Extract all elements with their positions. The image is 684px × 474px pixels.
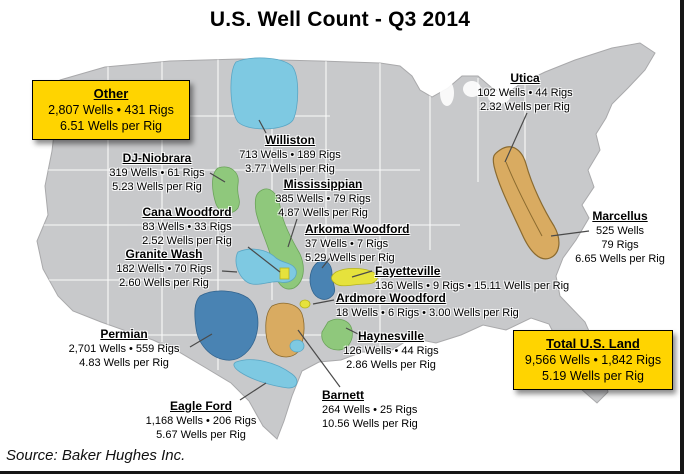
region-stat: 83 Wells • 33 Rigs (142, 221, 232, 233)
region-stat: 5.67 Wells per Rig (156, 429, 246, 441)
region-stat: 5.29 Wells per Rig (305, 252, 395, 264)
region-stat: 2.60 Wells per Rig (119, 277, 209, 289)
callout-line-marcellus (550, 230, 590, 237)
region-name: Utica (510, 71, 540, 85)
region-shape-williston (230, 57, 299, 130)
region-name: Marcellus (592, 209, 648, 223)
region-stat: 4.87 Wells per Rig (278, 207, 368, 219)
callout-line-williston (258, 119, 267, 134)
region-label-haynesville: Haynesville 126 Wells • 44 Rigs 2.86 Wel… (343, 329, 438, 372)
page-title: U.S. Well Count - Q3 2014 (209, 8, 471, 31)
summary-box-line: 2,807 Wells • 431 Rigs (48, 103, 174, 117)
region-shape-permian (194, 290, 259, 361)
region-label-williston: Williston 713 Wells • 189 Rigs 3.77 Well… (239, 133, 340, 176)
callout-line-granite-wash (221, 270, 238, 273)
region-stat: 2.52 Wells per Rig (142, 235, 232, 247)
region-label-utica: Utica 102 Wells • 44 Rigs 2.32 Wells per… (477, 71, 572, 114)
region-stat: 182 Wells • 70 Rigs (116, 263, 212, 275)
region-name: Barnett (322, 388, 365, 402)
region-label-mississippian: Mississippian 385 Wells • 79 Rigs 4.87 W… (275, 177, 370, 220)
region-shape-haynesville (321, 318, 353, 351)
callout-line-ardmore-woodford (312, 299, 335, 305)
region-stat: 37 Wells • 7 Rigs (305, 238, 389, 250)
region-stat: 3.77 Wells per Rig (245, 163, 335, 175)
region-stat: 319 Wells • 61 Rigs (109, 167, 205, 179)
region-label-marcellus: Marcellus 525 Wells 79 Rigs 6.65 Wells p… (575, 209, 665, 266)
summary-box-total-us-land: Total U.S. Land 9,566 Wells • 1,842 Rigs… (513, 330, 673, 390)
region-name: Cana Woodford (142, 205, 232, 219)
region-stat: 264 Wells • 25 Rigs (322, 404, 418, 416)
region-stat: 102 Wells • 44 Rigs (477, 87, 573, 99)
region-stat: 5.23 Wells per Rig (112, 181, 202, 193)
region-label-ardmore-woodford: Ardmore Woodford 18 Wells • 6 Rigs • 3.0… (336, 291, 519, 320)
region-stat: 1,168 Wells • 206 Rigs (145, 415, 257, 427)
region-stat: 10.56 Wells per Rig (322, 418, 418, 430)
callout-line-utica (504, 112, 528, 163)
region-stat: 18 Wells • 6 Rigs • 3.00 Wells per Rig (336, 307, 519, 319)
region-stat: 2.32 Wells per Rig (480, 101, 570, 113)
region-label-barnett: Barnett 264 Wells • 25 Rigs 10.56 Wells … (322, 388, 418, 431)
callout-line-cana-woodford (247, 246, 281, 273)
summary-box-line: 9,566 Wells • 1,842 Rigs (524, 353, 662, 367)
great-lakes (440, 80, 510, 106)
region-shape-mississippian (254, 188, 304, 290)
region-label-fayetteville: Fayetteville 136 Wells • 9 Rigs • 15.11 … (375, 264, 569, 293)
region-stat: 525 Wells (595, 225, 645, 237)
region-label-permian: Permian 2,701 Wells • 559 Rigs 4.83 Well… (69, 327, 180, 370)
region-name: DJ-Niobrara (122, 151, 192, 165)
region-stat: 136 Wells • 9 Rigs • 15.11 Wells per Rig (375, 280, 570, 292)
region-shape-eagle-ford (233, 359, 298, 389)
region-label-granite-wash: Granite Wash 182 Wells • 70 Rigs 2.60 We… (116, 247, 211, 290)
region-stat: 713 Wells • 189 Rigs (239, 149, 341, 161)
source-attribution: Source: Baker Hughes Inc. (6, 447, 186, 464)
region-stat: 79 Rigs (601, 239, 639, 251)
region-shape-eagle-ford-north (289, 339, 305, 353)
summary-box-title: Total U.S. Land (546, 336, 640, 351)
region-stat: 2,701 Wells • 559 Rigs (68, 343, 180, 355)
region-name: Ardmore Woodford (336, 291, 446, 305)
region-stat: 4.83 Wells per Rig (79, 357, 169, 369)
region-name: Mississippian (283, 177, 363, 191)
region-label-cana-woodford: Cana Woodford 83 Wells • 33 Rigs 2.52 We… (142, 205, 232, 248)
callout-line-fayetteville (351, 270, 373, 278)
summary-box-line: 6.51 Wells per Rig (60, 119, 162, 133)
region-label-dj-niobrara: DJ-Niobrara 319 Wells • 61 Rigs 5.23 Wel… (109, 151, 204, 194)
callout-line-mississippian (287, 218, 298, 248)
region-name: Arkoma Woodford (305, 222, 410, 236)
region-name: Fayetteville (375, 264, 441, 278)
callout-line-arkoma-woodford (321, 257, 331, 269)
region-shape-arkoma-woodford (309, 260, 336, 300)
region-shape-cana-woodford (279, 267, 290, 280)
summary-box-line: 5.19 Wells per Rig (542, 369, 644, 383)
region-name: Haynesville (357, 329, 425, 343)
region-stat: 6.65 Wells per Rig (575, 253, 665, 265)
callout-line-haynesville (345, 327, 359, 335)
summary-box-title: Other (93, 86, 129, 101)
region-shape-ardmore-woodford (299, 299, 311, 309)
region-stat: 385 Wells • 79 Rigs (275, 193, 371, 205)
region-label-arkoma-woodford: Arkoma Woodford 37 Wells • 7 Rigs 5.29 W… (305, 222, 409, 265)
callout-line-dj-niobrara (209, 172, 226, 183)
region-name: Granite Wash (125, 247, 203, 261)
region-name: Williston (265, 133, 315, 147)
region-stat: 2.86 Wells per Rig (346, 359, 436, 371)
region-name: Permian (100, 327, 148, 341)
region-shape-utica-marcellus-innerline (505, 161, 543, 237)
callout-line-eagle-ford (239, 382, 267, 401)
region-label-eagle-ford: Eagle Ford 1,168 Wells • 206 Rigs 5.67 W… (146, 399, 257, 442)
callout-lines (189, 112, 590, 401)
summary-box-other: Other 2,807 Wells • 431 Rigs 6.51 Wells … (32, 80, 190, 140)
region-stat: 126 Wells • 44 Rigs (343, 345, 439, 357)
callout-line-permian (189, 333, 213, 348)
region-shape-utica-marcellus (492, 146, 560, 260)
callout-line-barnett (297, 329, 341, 388)
region-name: Eagle Ford (169, 399, 232, 413)
